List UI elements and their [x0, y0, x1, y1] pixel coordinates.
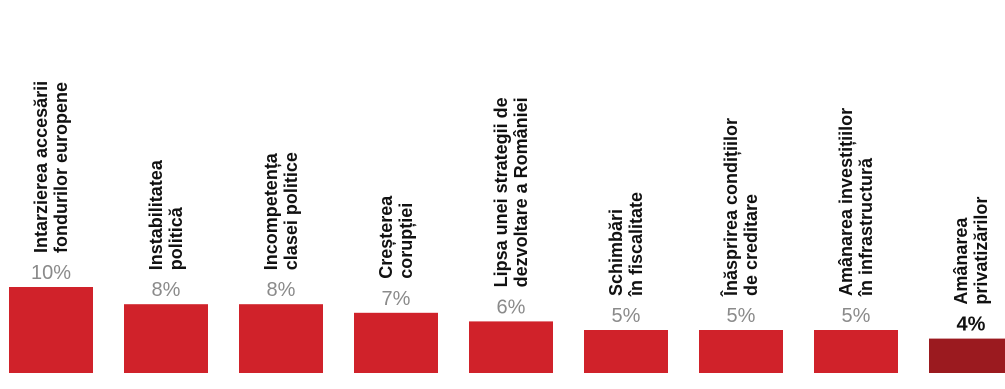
value-label-8: 5%: [842, 305, 871, 327]
value-label-1: 10%: [31, 262, 71, 284]
bar-group-5: 6% Lipsa unei strategii dedezvoltare a Ro…: [469, 97, 553, 373]
bar-7: [699, 330, 783, 373]
category-label-5: Lipsa unei strategii dedezvoltare a Româ…: [491, 97, 531, 287]
category-label-1: Intarzierea accesăriifondurilor europene: [31, 81, 71, 253]
bar-group-1: 10% Intarzierea accesăriifondurilor europ…: [9, 81, 93, 373]
category-label-2-line-2: politică: [166, 206, 186, 270]
value-label-6: 5%: [612, 305, 641, 327]
category-label-9-line-1: Amânarea: [951, 217, 971, 305]
bar-2: [124, 304, 208, 373]
category-label-6-line-1: Schimbări: [606, 209, 626, 296]
value-label-5: 6%: [497, 296, 526, 318]
category-label-5-line-1: Lipsa unei strategii de: [491, 97, 511, 287]
category-label-7: Înăsprirea condițiilorde creditare: [720, 118, 761, 297]
category-label-4-line-2: corupției: [396, 203, 416, 279]
category-label-6-line-2: în fiscalitate: [626, 192, 646, 297]
bar-4: [354, 312, 438, 373]
category-label-3: Incompetențaclasei politice: [261, 152, 301, 270]
category-label-3-line-1: Incompetența: [261, 152, 281, 270]
bar-group-6: 5% Schimbăriîn fiscalitate: [584, 192, 668, 373]
bar-group-3: 8% Incompetențaclasei politice: [239, 152, 323, 373]
category-label-7-line-1: Înăsprirea condițiilor: [720, 118, 741, 297]
value-label-2: 8%: [152, 279, 181, 301]
category-label-9-line-2: privatizărilor: [971, 197, 991, 305]
value-label-3: 8%: [267, 279, 296, 301]
category-label-8: Amânarea investițiilorîn infrastructură: [836, 108, 876, 297]
category-label-3-line-2: clasei politice: [281, 152, 301, 270]
bar-5: [469, 321, 553, 373]
category-label-1-line-1: Intarzierea accesării: [31, 81, 51, 253]
bar-8: [814, 330, 898, 373]
value-label-9: 4%: [957, 314, 986, 336]
category-label-2: Instabilitateapolitică: [146, 159, 186, 270]
bar-group-9: 4% Amânareaprivatizărilor: [929, 197, 1005, 373]
bar-6: [584, 330, 668, 373]
bar-group-4: 7% Creștereacorupției: [354, 195, 438, 373]
bar-9: [929, 338, 1005, 373]
bar-3: [239, 304, 323, 373]
bar-group-7: 5% Înăsprirea condițiilorde creditare: [699, 118, 783, 373]
bar-group-2: 8% Instabilitateapolitică: [124, 159, 208, 373]
category-label-4-line-1: Creșterea: [376, 195, 396, 279]
category-label-8-line-1: Amânarea investițiilor: [836, 108, 856, 296]
category-label-7-line-2: de creditare: [741, 194, 761, 296]
value-label-4: 7%: [382, 288, 411, 310]
value-label-7: 5%: [727, 305, 756, 327]
category-label-6: Schimbăriîn fiscalitate: [606, 192, 646, 297]
category-label-8-line-2: în infrastructură: [856, 157, 876, 297]
category-label-5-line-2: dezvoltare a României: [511, 97, 531, 287]
category-label-9: Amânareaprivatizărilor: [951, 197, 991, 305]
bar-group-8: 5% Amânarea investițiilorîn infrastructur…: [814, 108, 898, 373]
category-label-1-line-2: fondurilor europene: [51, 82, 71, 253]
bar-1: [9, 287, 93, 373]
category-label-2-line-1: Instabilitatea: [146, 159, 166, 270]
category-label-4: Creștereacorupției: [376, 195, 416, 279]
